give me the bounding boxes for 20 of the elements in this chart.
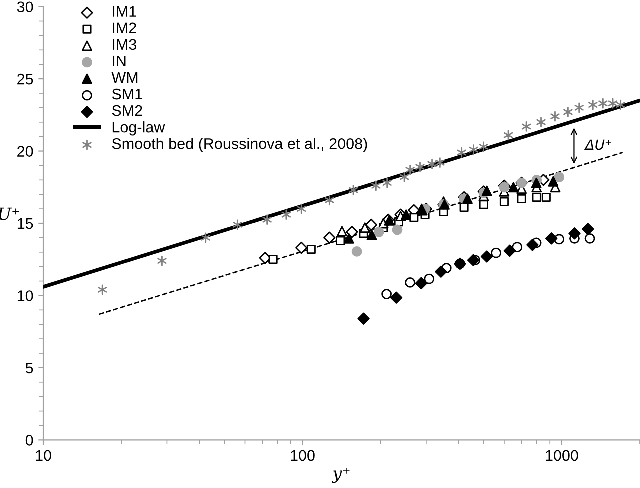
x-tick-label: 1000 [546, 450, 578, 462]
legend-label: IM3 [113, 39, 136, 50]
x-tick-label: 100 [291, 450, 315, 462]
y-tick-label: 0 [26, 435, 34, 446]
y-tick-label: 20 [18, 146, 34, 157]
legend-label: SM1 [112, 88, 142, 100]
legend-label: IM1 [113, 6, 136, 17]
x-axis-title: y⁺ [332, 468, 350, 484]
legend-label: IM2 [113, 22, 136, 34]
y-tick-label: 5 [26, 362, 34, 374]
y-tick-label: 30 [17, 2, 34, 13]
y-tick-label: 15 [18, 218, 34, 230]
legend-label: WM [112, 72, 138, 84]
legend-label: Log-law [112, 122, 166, 136]
legend-label: SM2 [112, 105, 142, 116]
y-tick-label: 10 [18, 290, 34, 302]
annotation: ΔU⁺ [584, 140, 612, 150]
x-tick-label: 10 [36, 450, 52, 462]
y-tick-label: 25 [18, 74, 34, 85]
legend-label: IN [113, 56, 126, 66]
